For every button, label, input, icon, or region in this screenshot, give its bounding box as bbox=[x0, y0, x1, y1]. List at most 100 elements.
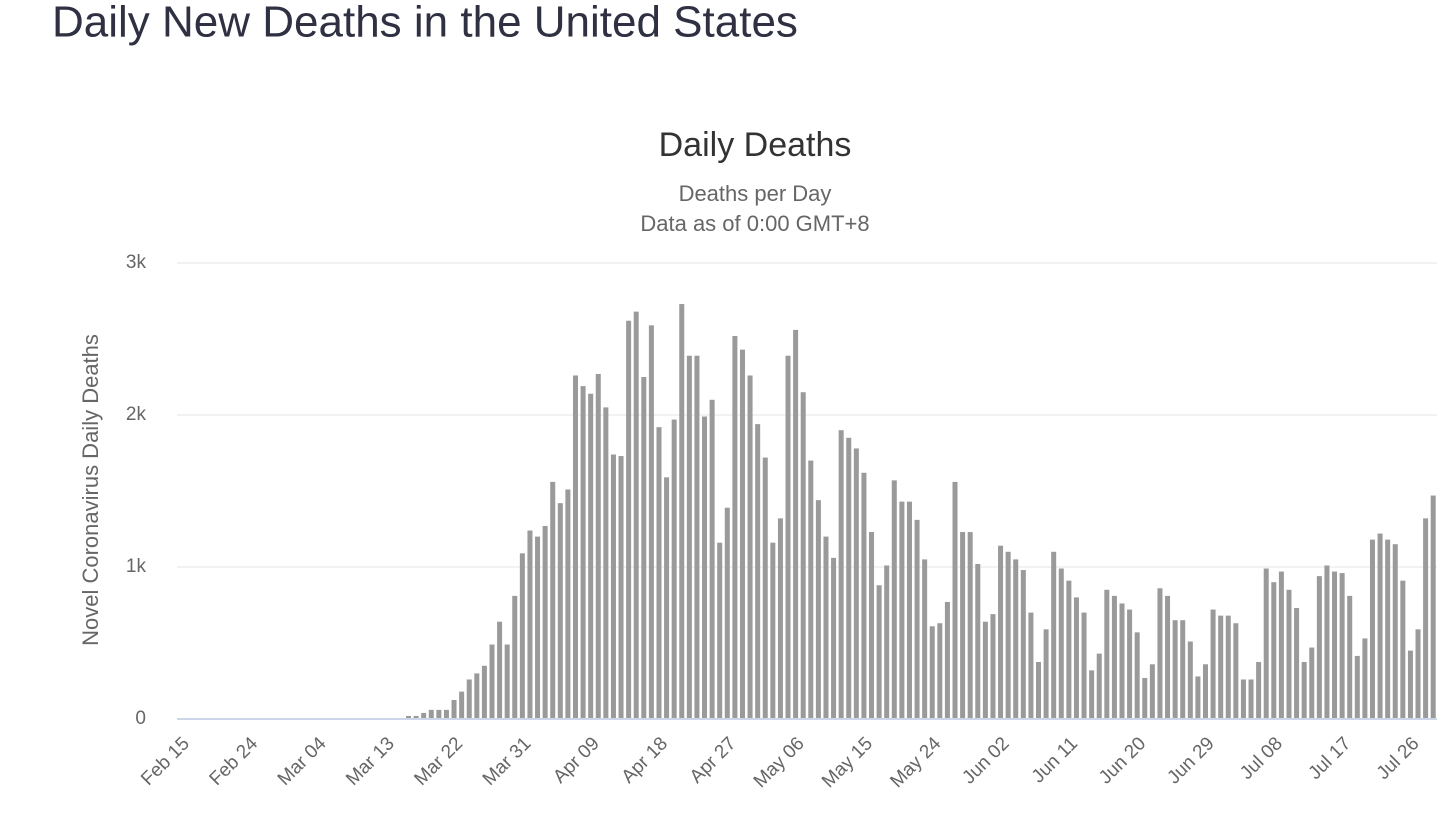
bar bbox=[1233, 623, 1239, 719]
bar bbox=[1369, 539, 1375, 719]
bar bbox=[421, 712, 427, 719]
bar bbox=[451, 700, 457, 719]
bar bbox=[1081, 612, 1087, 719]
bar bbox=[671, 419, 677, 719]
bar bbox=[1104, 589, 1110, 719]
x-tick-label: Apr 09 bbox=[549, 733, 603, 787]
x-tick-label: Jul 26 bbox=[1373, 733, 1424, 784]
bar bbox=[975, 563, 981, 719]
bar bbox=[1286, 589, 1292, 719]
bar bbox=[1043, 629, 1049, 719]
x-tick-label: May 06 bbox=[750, 733, 809, 792]
bar bbox=[1036, 662, 1042, 719]
bar bbox=[990, 614, 996, 719]
x-tick-label: Jun 29 bbox=[1163, 733, 1218, 788]
bar bbox=[1134, 632, 1140, 719]
bar bbox=[1180, 620, 1186, 719]
bar bbox=[831, 557, 837, 719]
x-tick-label: Mar 04 bbox=[274, 733, 331, 790]
bar bbox=[512, 595, 518, 719]
bar bbox=[1415, 629, 1421, 719]
x-tick-label: Apr 18 bbox=[618, 733, 672, 787]
bar bbox=[1028, 612, 1034, 719]
bar bbox=[1195, 676, 1201, 719]
bar bbox=[648, 325, 654, 719]
bar bbox=[641, 377, 647, 719]
bar bbox=[1407, 650, 1413, 719]
bar bbox=[1271, 582, 1277, 719]
bar bbox=[1362, 638, 1368, 719]
bar bbox=[1202, 664, 1208, 719]
bar bbox=[944, 601, 950, 719]
bar bbox=[1210, 609, 1216, 719]
bar bbox=[610, 454, 616, 719]
x-tick-label: Jun 02 bbox=[958, 733, 1013, 788]
bar bbox=[1385, 539, 1391, 719]
bar bbox=[1263, 568, 1269, 719]
x-tick-label: Feb 24 bbox=[206, 733, 263, 790]
x-tick-label: Feb 15 bbox=[137, 733, 194, 790]
bar bbox=[1089, 670, 1095, 719]
bar bbox=[580, 386, 586, 719]
bar bbox=[428, 709, 434, 719]
bar bbox=[618, 456, 624, 719]
bar bbox=[474, 673, 480, 719]
bar bbox=[1058, 568, 1064, 719]
bar bbox=[1256, 662, 1262, 719]
bar bbox=[1157, 588, 1163, 719]
bar bbox=[891, 480, 897, 719]
bar bbox=[937, 623, 943, 719]
x-tick-label: Jul 17 bbox=[1305, 733, 1356, 784]
bar bbox=[572, 375, 578, 719]
bar bbox=[838, 430, 844, 719]
bar bbox=[739, 349, 745, 719]
bar bbox=[717, 542, 723, 719]
bar bbox=[1149, 664, 1155, 719]
bar bbox=[1005, 551, 1011, 719]
bar bbox=[1400, 580, 1406, 719]
bar bbox=[527, 530, 533, 719]
bar bbox=[1240, 679, 1246, 719]
bar bbox=[732, 335, 738, 719]
bar bbox=[1309, 647, 1315, 719]
bar bbox=[519, 553, 525, 719]
bar bbox=[755, 424, 761, 719]
bar bbox=[550, 481, 556, 719]
bar bbox=[922, 559, 928, 719]
bar bbox=[960, 532, 966, 719]
bar bbox=[443, 709, 449, 719]
bar bbox=[982, 621, 988, 719]
bar bbox=[497, 621, 503, 719]
bar bbox=[1332, 571, 1338, 719]
bar bbox=[724, 507, 730, 719]
bar bbox=[1142, 677, 1148, 719]
bar bbox=[1051, 551, 1057, 719]
bar bbox=[489, 644, 495, 719]
bar bbox=[702, 416, 708, 719]
x-tick-label: Mar 31 bbox=[479, 733, 536, 790]
bar bbox=[1172, 620, 1178, 719]
bar bbox=[557, 503, 563, 719]
bar bbox=[588, 393, 594, 719]
bar bbox=[1111, 595, 1117, 719]
bar bbox=[709, 399, 715, 719]
bar bbox=[1430, 495, 1436, 719]
page-title: Daily New Deaths in the United States bbox=[52, 0, 798, 47]
bar bbox=[929, 626, 935, 719]
bar bbox=[595, 373, 601, 719]
bar bbox=[1324, 565, 1330, 719]
bar bbox=[1354, 655, 1360, 719]
bar bbox=[1294, 608, 1300, 719]
bar bbox=[633, 311, 639, 719]
x-tick-label: Mar 13 bbox=[342, 733, 399, 790]
x-tick-label: Jul 08 bbox=[1236, 733, 1287, 784]
bar bbox=[413, 715, 419, 719]
bar bbox=[626, 320, 632, 719]
bar bbox=[967, 532, 973, 719]
bar bbox=[664, 477, 670, 719]
bar bbox=[542, 525, 548, 719]
bar bbox=[679, 304, 685, 719]
y-tick-label: 1k bbox=[126, 556, 147, 577]
bar bbox=[481, 665, 487, 719]
